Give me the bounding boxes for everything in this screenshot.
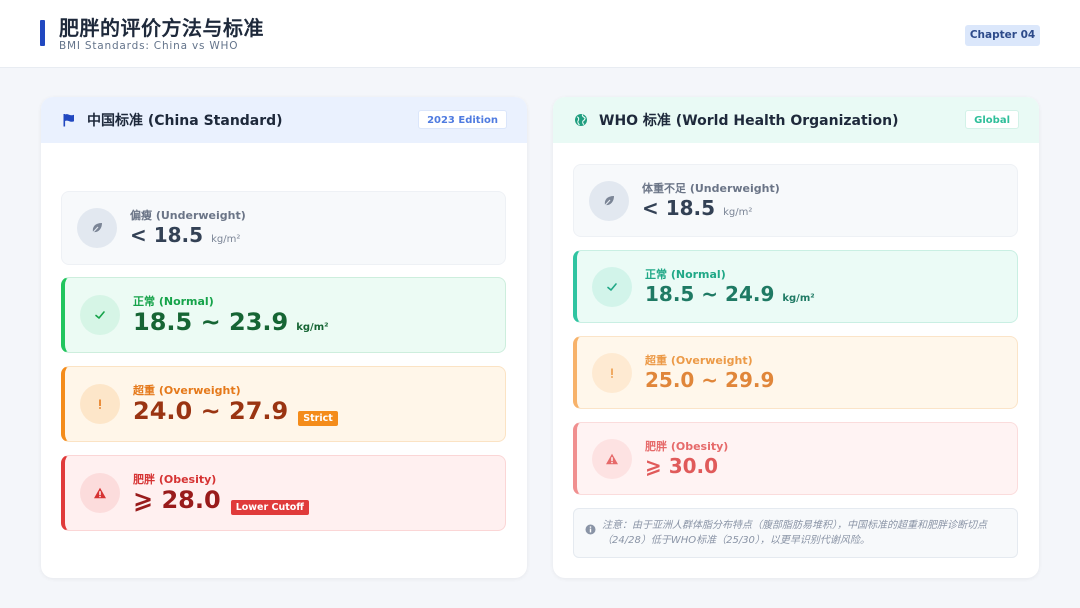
who-underweight-card: 体重不足 (Underweight) < 18.5 kg/m²	[573, 164, 1018, 237]
bmi-range-value: ⩾ 30.0	[645, 454, 718, 478]
check-icon	[592, 267, 632, 307]
bmi-range-value: < 18.5 kg/m²	[642, 196, 752, 220]
china-overweight-card: 超重 (Overweight) 24.0 ~ 27.9 Strict	[61, 366, 506, 442]
edition-tag: 2023 Edition	[418, 110, 507, 129]
check-icon	[80, 295, 120, 335]
china-underweight-card: 偏瘦 (Underweight) < 18.5 kg/m²	[61, 191, 506, 265]
page-title: 肥胖的评价方法与标准	[59, 16, 264, 40]
lower-cutoff-badge: Lower Cutoff	[230, 500, 309, 515]
who-normal-card: 正常 (Normal) 18.5 ~ 24.9 kg/m²	[573, 250, 1018, 323]
bmi-range-value: 24.0 ~ 27.9 Strict	[133, 397, 338, 426]
leaf-icon	[589, 181, 629, 221]
bmi-unit: kg/m²	[782, 293, 815, 304]
bmi-value-text: ⩾ 28.0	[133, 486, 221, 514]
bmi-value-text: 24.0 ~ 27.9	[133, 397, 289, 425]
comparison-note: 注意：由于亚洲人群体脂分布特点（腹部脂肪易堆积），中国标准的超重和肥胖诊断切点（…	[573, 508, 1018, 558]
bmi-unit: kg/m²	[723, 207, 753, 218]
exclamation-icon	[80, 384, 120, 424]
note-text: 注意：由于亚洲人群体脂分布特点（腹部脂肪易堆积），中国标准的超重和肥胖诊断切点（…	[602, 520, 987, 546]
category-label: 超重 (Overweight)	[133, 384, 241, 397]
chapter-badge: Chapter 04	[965, 25, 1040, 46]
bmi-range-value: < 18.5 kg/m²	[130, 223, 240, 247]
china-panel-header: 中国标准 (China Standard) 2023 Edition	[41, 97, 527, 143]
who-overweight-card: 超重 (Overweight) 25.0 ~ 29.9	[573, 336, 1018, 409]
page-subtitle: BMI Standards: China vs WHO	[59, 40, 239, 52]
china-standard-panel: 中国标准 (China Standard) 2023 Edition 偏瘦 (U…	[41, 97, 527, 578]
bmi-unit: kg/m²	[296, 322, 329, 333]
category-label: 偏瘦 (Underweight)	[130, 209, 246, 222]
bmi-range-value: 18.5 ~ 24.9 kg/m²	[645, 282, 815, 306]
china-obesity-card: 肥胖 (Obesity) ⩾ 28.0 Lower Cutoff	[61, 455, 506, 531]
exclamation-icon	[592, 353, 632, 393]
bmi-value-text: < 18.5	[642, 196, 716, 220]
global-tag: Global	[965, 110, 1019, 129]
bmi-value-text: 25.0 ~ 29.9	[645, 368, 775, 392]
flag-icon	[61, 112, 77, 128]
leaf-icon	[77, 208, 117, 248]
china-normal-card: 正常 (Normal) 18.5 ~ 23.9 kg/m²	[61, 277, 506, 353]
bmi-value-text: < 18.5	[130, 223, 204, 247]
bmi-value-text: 18.5 ~ 24.9	[645, 282, 775, 306]
warning-icon	[80, 473, 120, 513]
category-label: 正常 (Normal)	[645, 268, 726, 281]
who-panel-header: WHO 标准 (World Health Organization) Globa…	[553, 97, 1039, 143]
category-label: 正常 (Normal)	[133, 295, 214, 308]
globe-icon	[573, 112, 589, 128]
header: 肥胖的评价方法与标准 BMI Standards: China vs WHO C…	[0, 0, 1080, 68]
bmi-range-value: 18.5 ~ 23.9 kg/m²	[133, 308, 329, 336]
title-accent-bar	[40, 20, 45, 46]
strict-badge: Strict	[298, 411, 338, 426]
bmi-value-text: ⩾ 30.0	[645, 454, 719, 478]
bmi-range-value: ⩾ 28.0 Lower Cutoff	[133, 486, 309, 515]
info-icon	[585, 520, 596, 539]
category-label: 肥胖 (Obesity)	[645, 440, 729, 453]
bmi-range-value: 25.0 ~ 29.9	[645, 368, 774, 392]
bmi-unit: kg/m²	[211, 234, 241, 245]
category-label: 体重不足 (Underweight)	[642, 182, 780, 195]
category-label: 超重 (Overweight)	[645, 354, 753, 367]
bmi-value-text: 18.5 ~ 23.9	[133, 308, 289, 336]
china-panel-title: 中国标准 (China Standard)	[87, 113, 283, 129]
warning-icon	[592, 439, 632, 479]
who-panel-title: WHO 标准 (World Health Organization)	[599, 113, 899, 129]
who-obesity-card: 肥胖 (Obesity) ⩾ 30.0	[573, 422, 1018, 495]
who-standard-panel: WHO 标准 (World Health Organization) Globa…	[553, 97, 1039, 578]
category-label: 肥胖 (Obesity)	[133, 473, 217, 486]
